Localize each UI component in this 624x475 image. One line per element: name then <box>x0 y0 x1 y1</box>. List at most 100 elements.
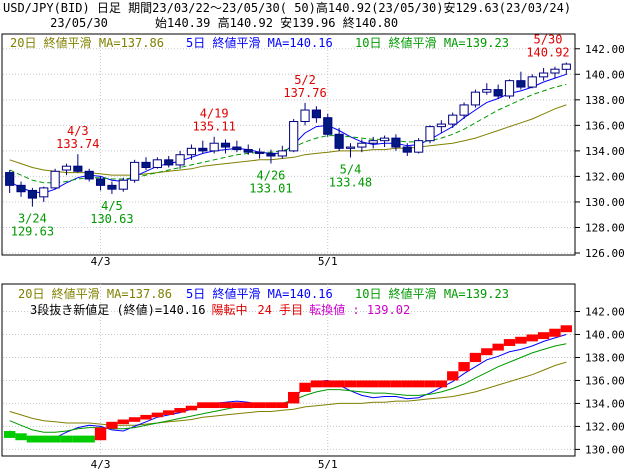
candle-up <box>539 72 549 78</box>
candle <box>482 83 492 95</box>
tlb-bricks <box>4 325 572 443</box>
tlb-tick-label: 142.00 <box>585 305 624 318</box>
candle <box>436 120 446 134</box>
candle <box>561 62 571 75</box>
brick-up <box>242 402 254 409</box>
candle <box>425 125 435 144</box>
candle <box>402 143 412 156</box>
candle <box>414 138 424 154</box>
candle <box>368 136 378 149</box>
candle <box>61 163 72 176</box>
annotation-value: 133.01 <box>249 182 292 196</box>
price-panel-frame <box>1 33 576 256</box>
candle <box>266 149 276 164</box>
annotation-value: 129.63 <box>11 225 54 239</box>
candle <box>334 127 344 151</box>
candle-down <box>334 133 344 149</box>
brick-up <box>560 325 572 333</box>
candle-down <box>243 149 253 153</box>
candle-down <box>402 146 412 153</box>
candle-up <box>50 170 60 189</box>
current-ohlc: 始140.39 高140.92 安139.96 終140.80 <box>155 16 399 30</box>
brick-down <box>49 435 61 443</box>
candle-down <box>311 109 321 119</box>
tlb-tick-label: 130.00 <box>585 443 624 456</box>
annotation-date: 4/19 <box>200 107 229 121</box>
candle <box>539 67 549 81</box>
candle-down <box>5 172 15 186</box>
candle <box>84 168 94 182</box>
price-x-label: 5/1 <box>318 255 338 268</box>
candle-up <box>550 68 560 74</box>
candle <box>493 84 503 99</box>
brick-up <box>481 348 493 356</box>
candle-down <box>107 184 117 190</box>
brick-up <box>549 328 561 337</box>
brick-up <box>378 380 391 388</box>
price-panel-grid <box>3 35 574 254</box>
price-x-axis: 4/3 5/1 <box>91 255 338 268</box>
current-date: 23/05/30 <box>50 16 108 30</box>
annotation-date: 5/4 <box>340 163 362 177</box>
candle <box>345 143 356 158</box>
candle <box>289 118 299 153</box>
annotation-value: 137.76 <box>283 86 326 100</box>
tlb-x-label: 5/1 <box>318 458 338 471</box>
tlb-tick-label: 140.00 <box>585 328 624 341</box>
brick-up <box>458 362 470 372</box>
candle-up <box>152 159 162 168</box>
candle-up <box>436 123 446 128</box>
brick-up <box>163 410 175 415</box>
candle-down <box>266 152 276 157</box>
candle-up <box>527 76 537 88</box>
candle <box>220 139 231 154</box>
candle-up <box>459 104 469 116</box>
candle <box>175 150 185 169</box>
brick-down <box>83 435 95 443</box>
candle-up <box>61 165 72 171</box>
price-tick-label: 132.00 <box>585 170 624 183</box>
brick-up <box>401 380 413 388</box>
tlb-x-axis: 4/3 5/1 <box>91 458 338 471</box>
annotation-value: 133.74 <box>56 137 99 151</box>
candle <box>470 89 481 108</box>
candlesticks <box>5 62 571 207</box>
brick-up <box>265 402 277 409</box>
ma-line <box>9 104 567 176</box>
tlb-tick-label: 132.00 <box>585 420 624 433</box>
brick-up <box>435 380 448 388</box>
daily-ohlc: 23/05/30 始140.39 高140.92 安139.96 終140.80 <box>3 16 398 30</box>
annotation-value: 130.63 <box>90 212 133 226</box>
candle <box>164 155 174 168</box>
candle <box>550 66 560 79</box>
brick-up <box>344 380 357 388</box>
candle-down <box>323 117 333 135</box>
candle-up <box>561 63 571 70</box>
price-tick-label: 136.00 <box>585 119 624 132</box>
price-tick-label: 142.00 <box>585 43 624 56</box>
candle-down <box>255 151 265 154</box>
brick-down <box>38 435 50 443</box>
brick-up <box>322 380 334 388</box>
tlb-prefix: 3段抜き新値足 (終値)=140.16 <box>30 302 205 317</box>
candle-down <box>220 142 231 148</box>
annotation-date: 5/30 <box>534 33 563 47</box>
candle-up <box>277 150 287 157</box>
brick-up <box>197 402 209 409</box>
candle <box>107 181 117 194</box>
candle <box>527 74 537 89</box>
candle <box>311 106 321 123</box>
price-x-label: 4/3 <box>91 255 111 268</box>
brick-down <box>26 435 39 443</box>
candle-down <box>198 147 208 152</box>
candle <box>459 102 469 119</box>
candle <box>448 112 458 128</box>
candle-down <box>141 161 151 168</box>
tlb-summary: 3段抜き新値足 (終値)=140.16 陽転中 24 手目 転換値 : 139.02 <box>30 302 410 317</box>
tlb-legend-ma10: 10日 終値平滑 MA=139.23 <box>355 286 509 301</box>
price-y-axis: 126.00 128.00 130.00 132.00 134.00 136.00 138.… <box>575 43 624 260</box>
brick-up <box>106 421 118 429</box>
annotation-value: 133.48 <box>329 176 372 190</box>
brick-up <box>333 380 345 388</box>
